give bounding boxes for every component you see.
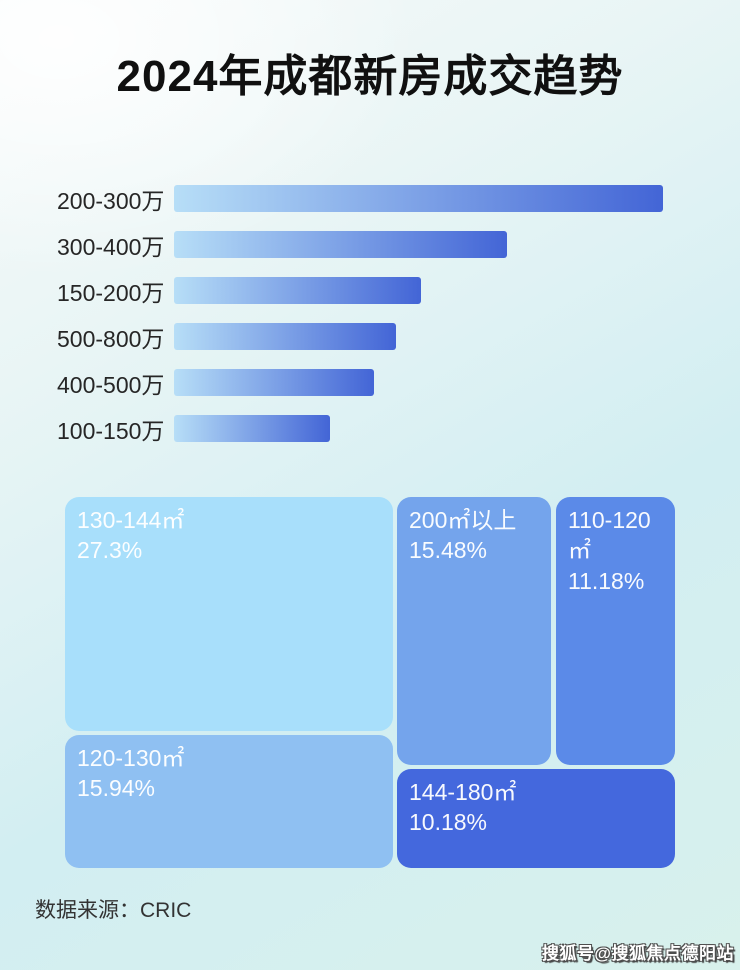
tile-value: 11.18% [568,567,645,594]
bar-track [174,277,663,304]
bar-track [174,369,663,396]
bar [174,231,507,258]
tile-value: 15.48% [409,537,488,564]
bar-category-label: 300-400万 [57,233,165,260]
bar-row: 400-500万 [0,369,740,398]
tile-label: 130-144㎡ [77,507,185,533]
bar-row: 100-150万 [0,415,740,444]
bar-track [174,185,663,212]
treemap-tile: 144-180㎡ 10.18% [397,769,675,868]
bar-row: 300-400万 [0,231,740,260]
bar-row: 500-800万 [0,323,740,352]
data-source-label: 数据来源：CRIC [35,899,192,922]
bar-track [174,415,663,442]
bar-row: 200-300万 [0,185,740,214]
treemap: 130-144㎡ 27.3% 120-130㎡ 15.94% 200㎡以上 15.48% 1… [65,497,675,868]
tile-value: 10.18% [409,809,488,836]
bar-category-label: 150-200万 [57,279,165,306]
treemap-tile: 110-120㎡ 11.18% [556,497,675,765]
tile-label: 120-130㎡ [77,745,185,771]
bar-category-label: 400-500万 [57,371,165,398]
tile-label: 200㎡以上 [409,507,517,533]
bar-category-label: 100-150万 [57,417,165,444]
bar [174,323,397,350]
bar [174,369,375,396]
bar [174,415,331,442]
bar-chart: 200-300万 300-400万 150-200万 500-800万 400-500万… [0,185,740,461]
tile-value: 27.3% [77,537,143,564]
watermark: 搜狐号@搜狐焦点德阳站 [541,944,734,963]
tile-label: 110-120㎡ [568,507,651,564]
tile-label: 144-180㎡ [409,779,517,805]
bar-category-label: 500-800万 [57,325,165,352]
treemap-tile: 120-130㎡ 15.94% [65,735,393,868]
tile-value: 15.94% [77,775,156,802]
bar [174,277,421,304]
bar-row: 150-200万 [0,277,740,306]
bar-category-label: 200-300万 [57,187,165,214]
bar-track [174,231,663,258]
bar [174,185,663,212]
treemap-tile: 200㎡以上 15.48% [397,497,551,765]
treemap-tile: 130-144㎡ 27.3% [65,497,393,731]
page-title: 2024年成都新房成交趋势 [116,52,624,101]
bar-track [174,323,663,350]
